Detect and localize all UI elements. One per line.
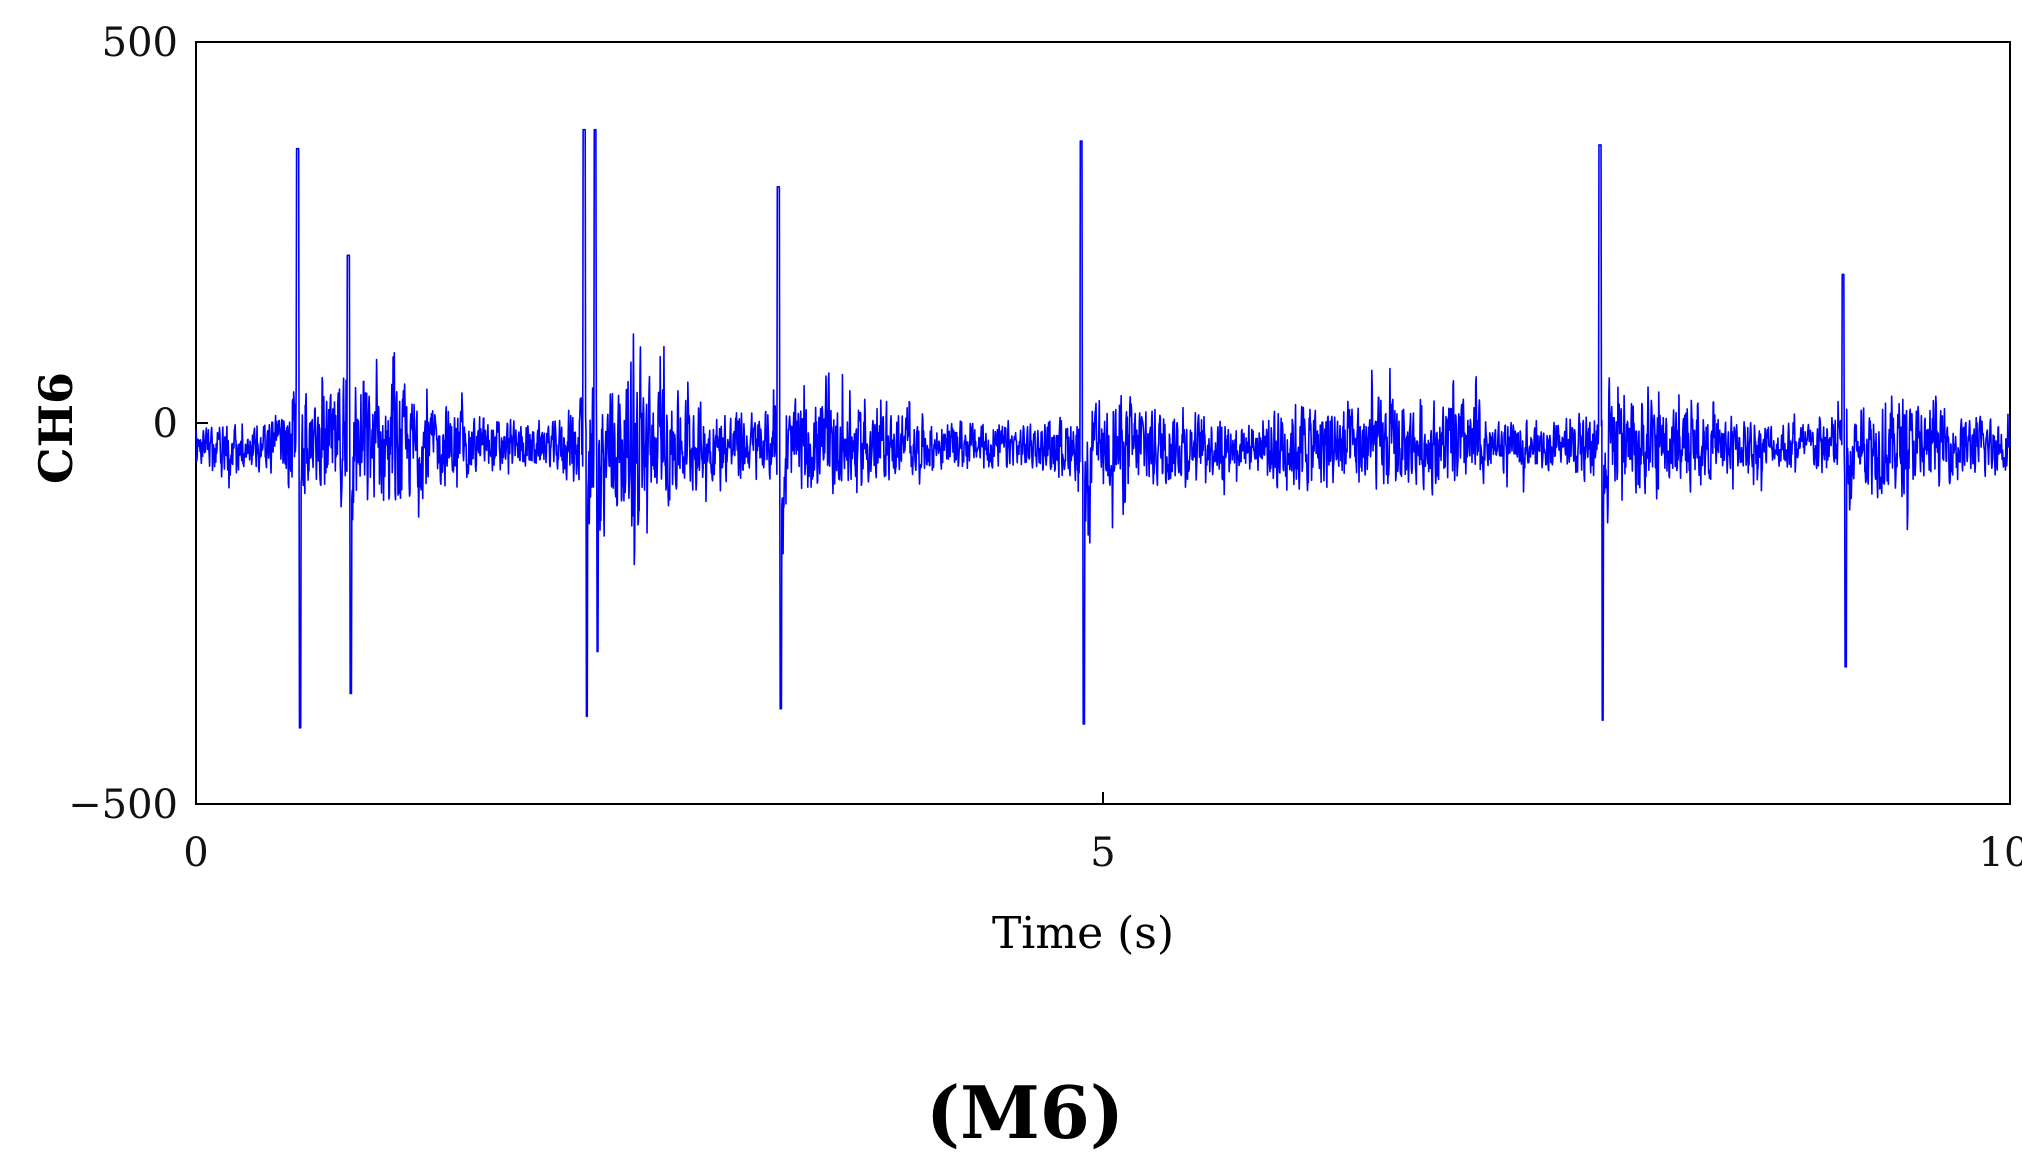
y-tick-label: −500 — [68, 782, 178, 828]
x-axis-label: Time (s) — [992, 908, 1174, 959]
y-tick-label: 500 — [102, 20, 178, 66]
y-tick-label: 0 — [153, 401, 178, 447]
ch6-signal-line — [195, 128, 2011, 729]
x-tick-label: 0 — [183, 830, 208, 876]
x-tick-label: 5 — [1090, 830, 1115, 876]
plot-frame — [195, 41, 2011, 805]
figure-caption: (M6) — [926, 1070, 1124, 1155]
y-axis-label: CH6 — [29, 372, 83, 484]
signal-layer — [195, 128, 2011, 729]
x-tick-label: 10 — [1979, 830, 2022, 876]
